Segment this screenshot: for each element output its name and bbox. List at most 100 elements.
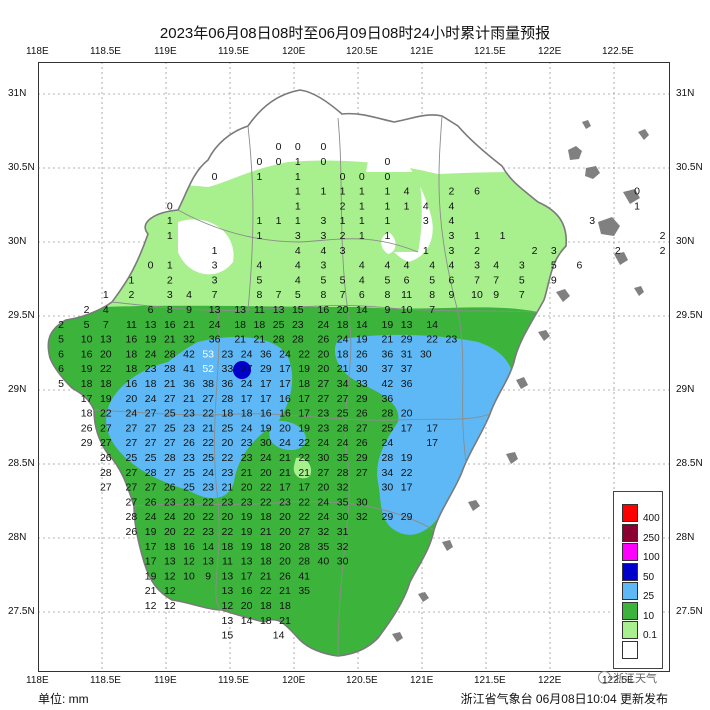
station-rainfall-value: 21 [241, 467, 253, 479]
station-rainfall-value: 18 [234, 319, 246, 331]
station-rainfall-value: 7 [276, 289, 282, 301]
station-rainfall-value: 2 [615, 245, 621, 257]
station-rainfall-value: 23 [145, 363, 157, 375]
station-rainfall-value: 1 [276, 215, 282, 227]
station-rainfall-value: 3 [295, 230, 301, 242]
station-rainfall-value: 24 [279, 437, 291, 449]
station-rainfall-value: 2 [340, 230, 346, 242]
station-rainfall-value: 22 [298, 437, 310, 449]
station-rainfall-value: 30 [337, 556, 349, 568]
station-rainfall-value: 16 [279, 408, 291, 420]
page-title: 2023年06月08日08时至06月09日08时24小时累计雨量预报 [159, 25, 551, 42]
station-rainfall-value: 28 [164, 363, 176, 375]
station-rainfall-value: 25 [183, 482, 195, 494]
station-rainfall-value: 24 [202, 467, 214, 479]
station-rainfall-value: 17 [145, 541, 157, 553]
station-rainfall-value: 31 [401, 348, 413, 360]
station-rainfall-value: 28 [273, 334, 285, 346]
station-rainfall-value: 22 [100, 408, 112, 420]
longitude-tick-label: 121E [410, 46, 434, 57]
station-rainfall-value: 0 [320, 156, 326, 168]
station-rainfall-value: 20 [183, 511, 195, 523]
station-rainfall-value: 53 [202, 348, 214, 360]
station-rainfall-value: 23 [222, 467, 234, 479]
station-rainfall-value: 1 [384, 186, 390, 198]
station-rainfall-value: 30 [318, 452, 330, 464]
station-rainfall-value: 4 [448, 215, 454, 227]
station-rainfall-value: 4 [423, 200, 429, 212]
station-rainfall-value: 27 [356, 467, 368, 479]
station-rainfall-value: 21 [260, 526, 272, 538]
station-rainfall-value: 18 [260, 615, 272, 627]
station-rainfall-value: 24 [318, 437, 330, 449]
latitude-tick-label: 29N [8, 384, 27, 395]
station-rainfall-value: 41 [183, 363, 195, 375]
station-rainfall-value: 18 [81, 378, 93, 390]
station-rainfall-value: 22 [222, 526, 234, 538]
latitude-tick-label: 28N [676, 532, 695, 543]
station-rainfall-value: 19 [401, 452, 413, 464]
station-rainfall-value: 23 [222, 348, 234, 360]
station-rainfall-value: 24 [209, 319, 221, 331]
station-rainfall-value: 3 [320, 230, 326, 242]
station-rainfall-value: 3 [474, 260, 480, 272]
station-rainfall-value: 18 [260, 556, 272, 568]
station-rainfall-value: 4 [448, 260, 454, 272]
station-rainfall-value: 26 [183, 437, 195, 449]
station-rainfall-value: 4 [295, 245, 301, 257]
longitude-tick-label: 122.5E [602, 46, 634, 57]
station-rainfall-value: 22 [260, 496, 272, 508]
station-rainfall-value: 14 [356, 304, 368, 316]
station-rainfall-value: 2 [532, 245, 538, 257]
station-rainfall-value: 1 [256, 230, 262, 242]
station-rainfall-value: 24 [241, 378, 253, 390]
station-rainfall-value: 19 [382, 319, 394, 331]
station-rainfall-value: 22 [260, 482, 272, 494]
station-rainfall-value: 4 [359, 274, 365, 286]
station-rainfall-value: 35 [337, 452, 349, 464]
station-rainfall-value: 18 [100, 378, 112, 390]
station-rainfall-value: 13 [202, 556, 214, 568]
station-rainfall-value: 27 [145, 482, 157, 494]
station-rainfall-value: 15 [222, 630, 234, 642]
station-rainfall-value: 22 [298, 452, 310, 464]
station-rainfall-value: 17 [426, 422, 438, 434]
station-rainfall-value: 1 [295, 200, 301, 212]
coastal-islands [392, 120, 649, 642]
station-rainfall-value: 29 [382, 511, 394, 523]
station-rainfall-value: 24 [279, 348, 291, 360]
legend-swatch [622, 640, 638, 659]
station-rainfall-value: 2 [84, 304, 90, 316]
station-rainfall-value: 3 [551, 245, 557, 257]
station-rainfall-value: 36 [382, 393, 394, 405]
station-rainfall-value: 27 [241, 363, 253, 375]
station-rainfall-value: 5 [384, 274, 390, 286]
station-rainfall-value: 28 [222, 393, 234, 405]
station-rainfall-value: 5 [340, 274, 346, 286]
station-rainfall-value: 30 [260, 437, 272, 449]
station-rainfall-value: 38 [202, 378, 214, 390]
station-rainfall-value: 19 [241, 511, 253, 523]
station-rainfall-value: 1 [167, 230, 173, 242]
station-rainfall-value: 23 [241, 452, 253, 464]
station-rainfall-value: 26 [100, 452, 112, 464]
station-rainfall-value: 27 [164, 437, 176, 449]
station-rainfall-value: 12 [145, 600, 157, 612]
station-rainfall-value: 21 [164, 378, 176, 390]
station-rainfall-value: 1 [474, 230, 480, 242]
legend-entry: 50 [622, 562, 662, 583]
station-rainfall-value: 42 [382, 378, 394, 390]
station-rainfall-value: 20 [164, 526, 176, 538]
station-rainfall-value: 18 [337, 348, 349, 360]
station-rainfall-value: 10 [81, 334, 93, 346]
station-rainfall-value: 22 [202, 511, 214, 523]
station-rainfall-value: 26 [145, 496, 157, 508]
station-rainfall-value: 26 [126, 526, 138, 538]
station-rainfall-value: 24 [126, 408, 138, 420]
station-rainfall-value: 26 [318, 334, 330, 346]
station-rainfall-value: 18 [145, 378, 157, 390]
station-rainfall-value: 28 [298, 541, 310, 553]
station-rainfall-value: 19 [260, 422, 272, 434]
station-rainfall-value: 21 [145, 585, 157, 597]
